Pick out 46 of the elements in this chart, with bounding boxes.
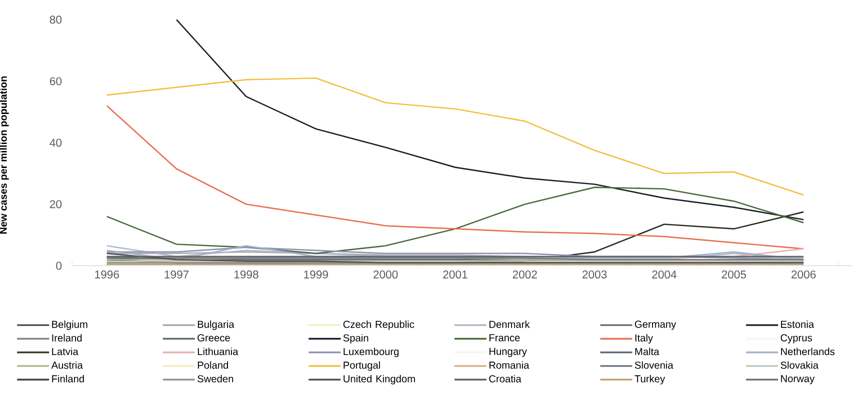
legend-label: Poland (198, 361, 228, 369)
y-tick-label: 60 (50, 77, 62, 86)
y-tick-label: 40 (50, 138, 62, 147)
legend-label: Italy (635, 334, 654, 344)
x-tick-label: 1999 (304, 270, 328, 279)
x-tick-label: 1998 (234, 270, 258, 279)
legend-label: Latvia (52, 348, 78, 356)
legend-label: Spain (343, 334, 368, 344)
y-tick-label: 0 (56, 262, 62, 270)
legend-label: Norway (781, 375, 815, 384)
y-tick-label: 80 (50, 16, 62, 24)
legend-label: Netherlands (781, 348, 835, 356)
legend-label: Slovenia (634, 361, 674, 369)
x-tick-label: 2002 (512, 270, 537, 279)
y-tick-label: 20 (50, 200, 62, 208)
x-tick-label: 2004 (652, 270, 677, 279)
legend-label: Denmark (490, 320, 530, 328)
legend-label: Cyprus (780, 334, 812, 344)
legend-label: Bulgaria (198, 320, 234, 330)
x-tick-label: 1996 (95, 270, 119, 279)
legend-label: Hungary (490, 348, 527, 358)
legend-label: Slovakia (780, 361, 819, 369)
legend-label: Greece (198, 334, 230, 342)
legend-label: Lithuania (198, 348, 238, 356)
x-tick-label: 2003 (582, 270, 607, 279)
legend-label: Romania (490, 361, 530, 369)
legend-label: France (490, 334, 520, 342)
legend-label: Estonia (781, 320, 814, 328)
x-tick-label: 1997 (164, 270, 189, 279)
legend-label: Ireland (52, 334, 82, 342)
legend-label: Luxembourg (344, 348, 399, 358)
x-tick-label: 2001 (443, 270, 468, 279)
legend-label: Portugal (344, 361, 380, 371)
legend-label: Sweden (198, 375, 234, 382)
legend-label: Czech Republic (343, 320, 414, 330)
legend-label: Finland (52, 375, 84, 382)
legend-label: Belgium (52, 320, 88, 330)
x-tick-label: 2005 (722, 270, 746, 279)
legend-label: Turkey (634, 375, 666, 384)
x-tick-label: 2000 (374, 270, 398, 279)
legend-label: Austria (51, 361, 83, 369)
legend-label: United Kingdom (344, 375, 415, 384)
legend-label: Malta (635, 348, 660, 356)
x-tick-label: 2006 (792, 270, 816, 279)
legend-label: Germany (634, 320, 676, 330)
legend-label: Croatia (489, 375, 522, 382)
